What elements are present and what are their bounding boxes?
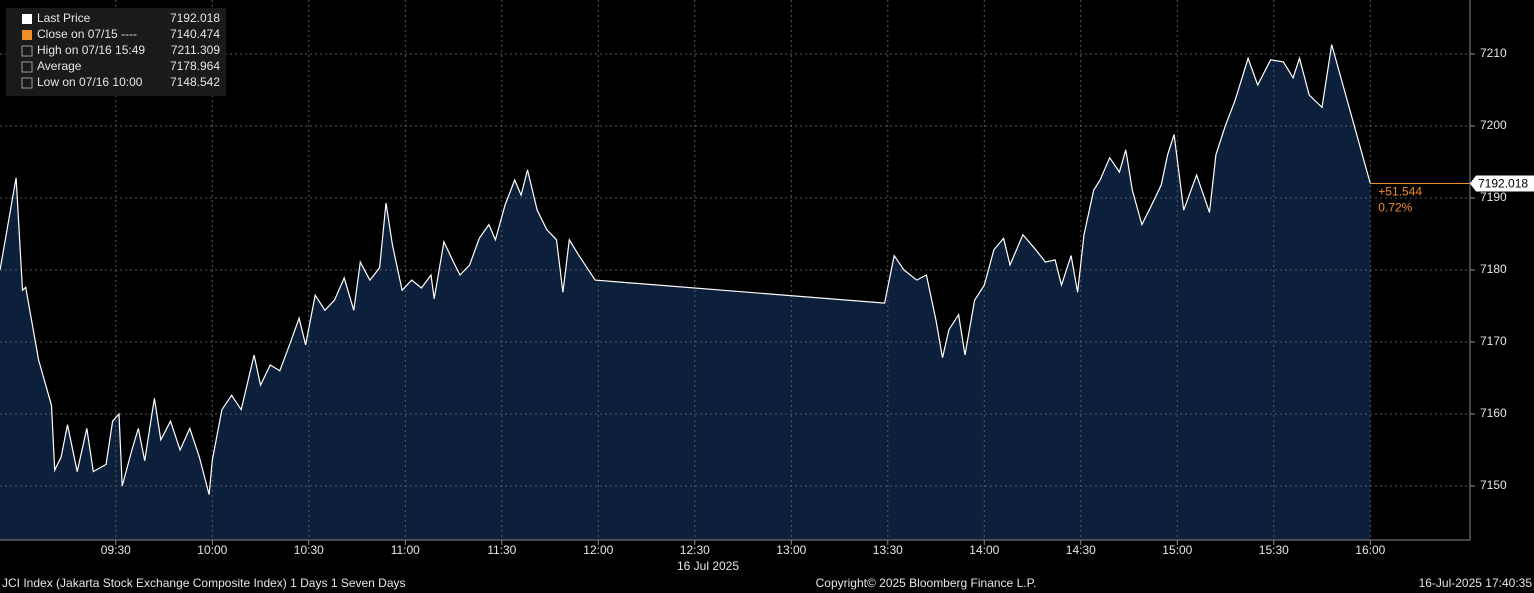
- legend-value: 7192.018: [170, 11, 220, 25]
- stat-value: 7140.474: [170, 27, 220, 41]
- stat-value: 7178.964: [170, 59, 220, 73]
- price-line: [0, 44, 1371, 495]
- price-area: [0, 44, 1371, 540]
- stat-value: 7148.542: [170, 75, 220, 89]
- y-tick-label: 7160: [1480, 406, 1507, 420]
- date-label: 16 Jul 2025: [677, 559, 739, 573]
- footer-right: 16-Jul-2025 17:40:35: [1419, 576, 1533, 590]
- stat-swatch: [21, 61, 33, 73]
- plot-area: [0, 44, 1371, 540]
- y-tick-label: 7170: [1480, 334, 1507, 348]
- stat-swatch: [21, 77, 33, 89]
- x-tick-label: 11:30: [487, 543, 516, 557]
- stat-label: High on 07/16 15:49: [37, 43, 145, 57]
- footer-left: JCI Index (Jakarta Stock Exchange Compos…: [2, 576, 406, 590]
- legend-swatch: [22, 14, 32, 24]
- stat-label: Low on 07/16 10:00: [37, 75, 143, 89]
- x-tick-label: 14:00: [969, 543, 999, 557]
- y-tick-label: 7180: [1480, 262, 1507, 276]
- x-tick-label: 12:30: [680, 543, 710, 557]
- stat-label: Close on 07/15 ----: [37, 27, 137, 41]
- legend-label: Last Price: [37, 11, 91, 25]
- x-tick-label: 10:00: [197, 543, 227, 557]
- change-pct-label: 0.72%: [1378, 201, 1412, 215]
- y-tick-label: 7190: [1480, 190, 1507, 204]
- y-tick-label: 7150: [1480, 478, 1507, 492]
- x-tick-label: 14:30: [1066, 543, 1096, 557]
- last-price-tag: [1470, 175, 1534, 192]
- y-tick-label: 7210: [1480, 46, 1507, 60]
- legend-box: [6, 8, 226, 96]
- x-tick-label: 15:00: [1162, 543, 1192, 557]
- x-tick-label: 16:00: [1355, 543, 1385, 557]
- x-tick-label: 10:30: [294, 543, 324, 557]
- y-tick-label: 7200: [1480, 118, 1507, 132]
- footer-center: Copyright© 2025 Bloomberg Finance L.P.: [816, 576, 1037, 590]
- last-price-label: 7192.018: [1478, 177, 1528, 191]
- x-tick-label: 15:30: [1259, 543, 1289, 557]
- x-tick-label: 13:00: [776, 543, 806, 557]
- stat-label: Average: [37, 59, 82, 73]
- stat-value: 7211.309: [171, 43, 220, 57]
- x-tick-label: 12:00: [583, 543, 613, 557]
- x-tick-label: 11:00: [391, 543, 420, 557]
- x-tick-label: 09:30: [101, 543, 131, 557]
- stat-swatch: [22, 30, 32, 40]
- stat-swatch: [21, 45, 33, 57]
- x-tick-label: 13:30: [873, 543, 903, 557]
- change-label: +51.544: [1378, 185, 1422, 199]
